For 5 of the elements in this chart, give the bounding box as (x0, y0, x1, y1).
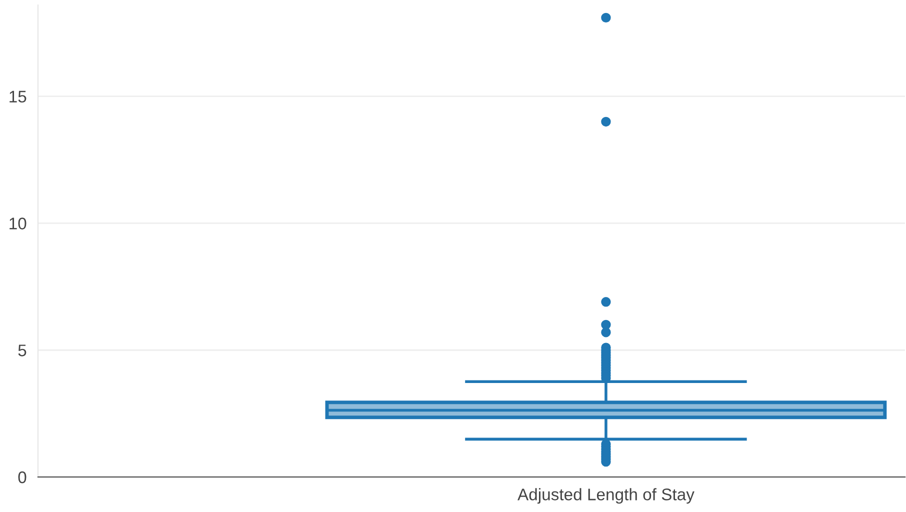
y-tick-label: 15 (10, 90, 26, 103)
x-tick-label: Adjusted Length of Stay (518, 488, 694, 504)
y-tick-label: 10 (10, 218, 26, 230)
y-tick-label: 0 (18, 471, 26, 484)
y-tick-label: 5 (18, 344, 26, 356)
